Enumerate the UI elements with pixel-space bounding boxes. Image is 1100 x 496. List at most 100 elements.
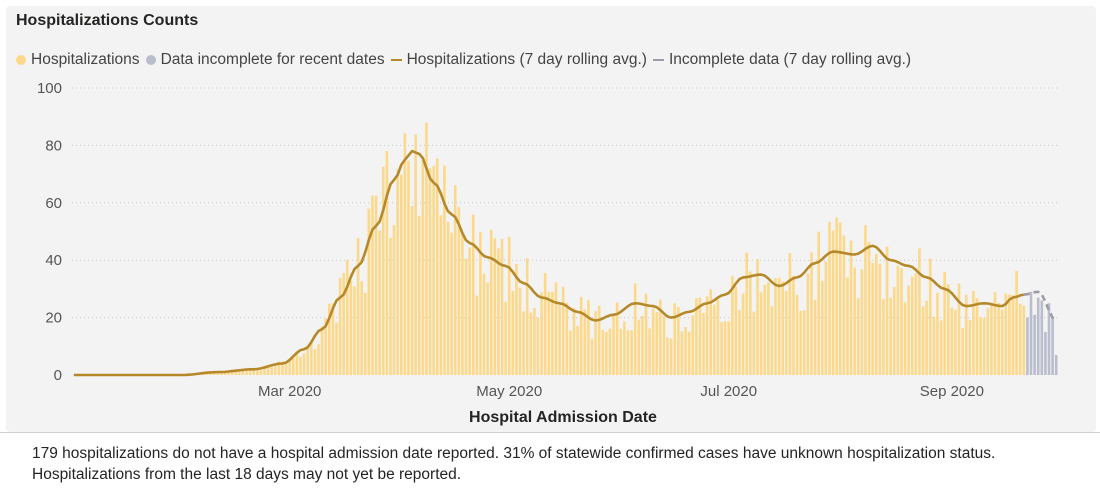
- hospitalization-bar: [317, 344, 320, 375]
- hospitalization-bar: [450, 232, 453, 375]
- hospitalization-bar: [522, 311, 525, 375]
- legend-item-hospitalizations[interactable]: Hospitalizations: [16, 51, 140, 69]
- hospitalization-bar: [266, 366, 270, 375]
- x-tick-label: Sep 2020: [920, 383, 984, 400]
- hospitalization-bar: [511, 290, 515, 375]
- hospitalization-bar: [885, 246, 889, 375]
- hospitalization-bar: [475, 295, 479, 375]
- hospitalization-bar: [504, 301, 507, 375]
- hospitalization-bar: [936, 292, 939, 375]
- hospitalization-bar: [403, 133, 407, 375]
- hospitalization-bar: [705, 296, 709, 375]
- legend-line-icon: [652, 59, 664, 61]
- hospitalization-bar: [795, 294, 799, 375]
- hospitalization-bar: [1018, 303, 1022, 375]
- hospitalization-bar: [587, 300, 590, 375]
- hospitalization-bar: [982, 318, 986, 375]
- hospitalization-bar: [626, 330, 630, 375]
- legend-item-incomplete-rolling-avg[interactable]: Incomplete data (7 day rolling avg.): [652, 51, 911, 69]
- footer-note-panel: 179 hospitalizations do not have a hospi…: [0, 432, 1100, 496]
- hospitalization-bar: [745, 252, 749, 375]
- legend-dot-icon: [145, 55, 156, 65]
- incomplete-data-bar: [1036, 297, 1040, 375]
- incomplete-rolling-average-line: [1023, 290, 1057, 322]
- hospitalization-bar: [493, 238, 497, 375]
- hospitalization-bar: [367, 208, 371, 375]
- y-tick-label: 60: [45, 195, 62, 212]
- hospitalization-bar: [270, 366, 274, 375]
- hospitalization-bar: [320, 326, 324, 375]
- hospitalization-bar: [1015, 270, 1018, 375]
- hospitalization-bar: [342, 272, 345, 375]
- hospitalization-bar: [457, 206, 461, 375]
- hospitalization-bar: [576, 325, 579, 375]
- hospitalization-bar: [695, 298, 698, 375]
- hospitalization-bar: [806, 273, 810, 375]
- hospitalization-bar: [939, 320, 943, 375]
- hospitalization-bar: [878, 263, 882, 375]
- hospitalization-bar: [749, 271, 752, 375]
- hospitalization-bar: [425, 122, 428, 375]
- hospitalization-bar: [986, 308, 990, 375]
- hospitalization-bar: [763, 284, 767, 375]
- hospitalization-bar: [277, 361, 281, 375]
- y-tick-label: 0: [54, 367, 62, 384]
- hospitalization-bar: [727, 321, 731, 375]
- incomplete-data-bar: [1047, 303, 1051, 375]
- hospitalization-bar: [993, 292, 997, 375]
- y-tick-label: 80: [45, 137, 62, 154]
- hospitalization-bar: [396, 169, 399, 375]
- hospitalization-bar: [680, 331, 684, 375]
- hospitalization-bar: [709, 289, 713, 375]
- hospitalization-bar: [630, 330, 633, 375]
- hospitalization-bar: [954, 310, 957, 375]
- hospitalization-bar: [637, 319, 641, 375]
- hospitalization-bar: [961, 327, 964, 375]
- hospitalization-bar: [327, 303, 331, 375]
- hospitalization-bar: [759, 292, 763, 375]
- hospitalization-bar: [792, 275, 795, 375]
- hospitalization-bar: [957, 283, 961, 375]
- hospitalization-bar: [533, 308, 536, 375]
- hospitalization-bar: [500, 238, 504, 375]
- hospitalization-bar: [385, 151, 389, 375]
- hospitalization-bar: [774, 278, 777, 375]
- hospitalization-bar: [831, 230, 835, 375]
- hospitalization-bar: [345, 260, 349, 375]
- hospitalization-bar: [669, 338, 673, 375]
- hospitalization-bar: [497, 248, 500, 375]
- hospitalization-bar: [245, 368, 248, 375]
- hospitalization-bar: [799, 310, 803, 375]
- hospitalization-bar: [597, 305, 601, 375]
- hospitalization-bar: [306, 348, 310, 375]
- hospitalization-bar: [482, 273, 486, 375]
- hospitalization-bar: [856, 298, 860, 375]
- hospitalization-bar: [230, 370, 234, 375]
- hospitalization-bar: [299, 356, 302, 375]
- legend-label: Hospitalizations (7 day rolling avg.): [406, 51, 647, 68]
- hospitalization-bar: [990, 304, 993, 375]
- hospitalization-bar: [432, 165, 435, 375]
- hospitalization-bar: [252, 369, 256, 375]
- hospitalization-bar: [274, 364, 277, 375]
- hospitalization-bar: [810, 252, 813, 375]
- hospitalization-bar: [435, 158, 439, 375]
- hospitalization-bar: [417, 216, 421, 375]
- legend-item-rolling-avg[interactable]: Hospitalizations (7 day rolling avg.): [390, 51, 647, 69]
- hospitalization-bar: [281, 361, 284, 375]
- legend-item-incomplete[interactable]: Data incomplete for recent dates: [145, 51, 385, 69]
- hospitalization-bar: [655, 312, 659, 375]
- hospitalization-bar: [536, 317, 540, 375]
- hospitalization-bar: [558, 305, 561, 375]
- hospitalization-bar: [615, 302, 619, 375]
- hospitalization-bar: [360, 281, 363, 375]
- hospitalization-bar: [256, 370, 259, 375]
- hospitalization-bar: [540, 292, 543, 375]
- hospitalization-bar: [565, 302, 569, 375]
- hospitalization-bar: [410, 206, 414, 375]
- incomplete-data-bar: [1029, 291, 1033, 375]
- incomplete-data-bar: [1051, 317, 1054, 375]
- hospitalization-bar: [892, 287, 896, 375]
- hospitalization-bar: [662, 316, 666, 375]
- hospitalization-bar: [975, 298, 979, 375]
